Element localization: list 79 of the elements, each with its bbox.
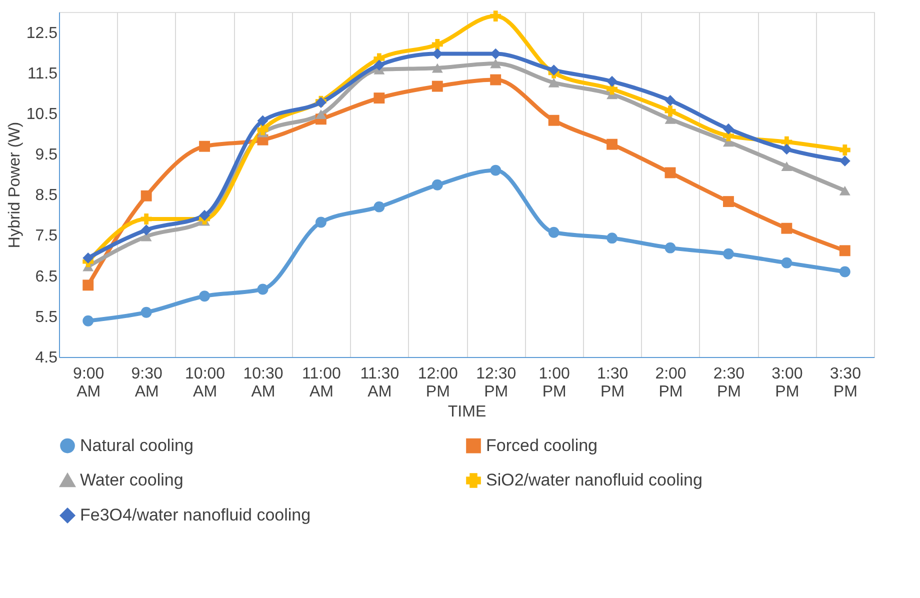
y-tick-label: 8.5 bbox=[35, 187, 58, 204]
x-tick-label: 12:30 PM bbox=[476, 366, 516, 400]
point bbox=[781, 222, 792, 234]
point bbox=[199, 140, 210, 152]
y-tick-label: 10.5 bbox=[26, 106, 58, 123]
point bbox=[374, 201, 385, 212]
y-axis-title: Hybrid Power (W) bbox=[6, 122, 24, 248]
point bbox=[82, 252, 94, 264]
point bbox=[432, 179, 443, 190]
y-tick-label: 12.5 bbox=[26, 24, 58, 42]
point bbox=[490, 10, 502, 22]
point bbox=[432, 38, 443, 50]
legend-label: Forced cooling bbox=[486, 436, 598, 455]
point bbox=[781, 257, 792, 268]
point bbox=[82, 315, 94, 326]
point bbox=[606, 76, 618, 87]
point bbox=[490, 58, 502, 68]
point bbox=[722, 248, 734, 260]
point bbox=[781, 161, 792, 171]
x-tick-label: 9:00 AM bbox=[73, 366, 104, 400]
point bbox=[257, 284, 268, 295]
point bbox=[664, 167, 676, 178]
point bbox=[839, 155, 850, 166]
point bbox=[140, 190, 152, 202]
point bbox=[548, 226, 560, 238]
x-tick-label: 11:30 AM bbox=[360, 366, 400, 400]
point bbox=[664, 95, 676, 106]
point bbox=[432, 80, 443, 92]
point bbox=[374, 92, 385, 104]
y-tick-label: 11.5 bbox=[28, 65, 58, 82]
point bbox=[199, 210, 210, 221]
x-tick-label: 10:00 AM bbox=[185, 366, 226, 400]
point bbox=[490, 74, 502, 86]
point bbox=[490, 164, 502, 176]
point bbox=[548, 78, 560, 88]
legend-label: Fe3O4/water nanofluid cooling bbox=[80, 506, 311, 524]
x-tick-label: 3:00 PM bbox=[772, 366, 803, 400]
point bbox=[140, 306, 152, 318]
x-tick-label: 11:00 AM bbox=[302, 366, 341, 400]
point bbox=[781, 144, 792, 155]
x-tick-label: 10:30 AM bbox=[243, 366, 284, 400]
x-tick-label: 2:00 PM bbox=[655, 366, 686, 400]
point bbox=[722, 196, 734, 208]
y-tick-label: 5.5 bbox=[35, 308, 58, 326]
x-tick-label: 1:30 PM bbox=[596, 366, 628, 400]
point bbox=[548, 64, 560, 76]
x-tick-label: 2:30 PM bbox=[713, 366, 745, 400]
point bbox=[140, 224, 152, 236]
y-tick-label: 7.5 bbox=[35, 228, 58, 245]
point bbox=[839, 186, 850, 196]
point bbox=[432, 63, 443, 73]
x-tick-label: 3:30 PM bbox=[830, 366, 862, 400]
x-tick-label: 9:30 AM bbox=[131, 366, 162, 400]
point bbox=[257, 115, 268, 126]
point bbox=[839, 144, 850, 156]
point bbox=[606, 138, 618, 150]
point bbox=[315, 216, 326, 228]
point bbox=[374, 60, 385, 71]
point bbox=[315, 110, 326, 120]
point bbox=[82, 280, 94, 291]
x-tick-label: 1:00 PM bbox=[538, 366, 570, 400]
point bbox=[606, 232, 618, 244]
point bbox=[548, 114, 560, 126]
x-axis-title: TIME bbox=[448, 404, 486, 420]
point bbox=[199, 290, 210, 302]
point bbox=[257, 124, 268, 136]
y-tick-label: 6.5 bbox=[35, 268, 58, 286]
point bbox=[839, 245, 850, 256]
legend-label: SiO2/water nanofluid cooling bbox=[486, 470, 702, 490]
point bbox=[664, 242, 676, 254]
point bbox=[839, 266, 850, 278]
point bbox=[722, 123, 734, 134]
legend-label: Water cooling bbox=[80, 470, 184, 490]
y-tick-label: 4.5 bbox=[35, 350, 58, 366]
point bbox=[664, 106, 676, 117]
point bbox=[140, 214, 152, 224]
legend-label: Natural cooling bbox=[80, 436, 194, 455]
x-tick-label: 12:00 PM bbox=[418, 366, 458, 400]
y-tick-label: 9.5 bbox=[35, 146, 58, 164]
